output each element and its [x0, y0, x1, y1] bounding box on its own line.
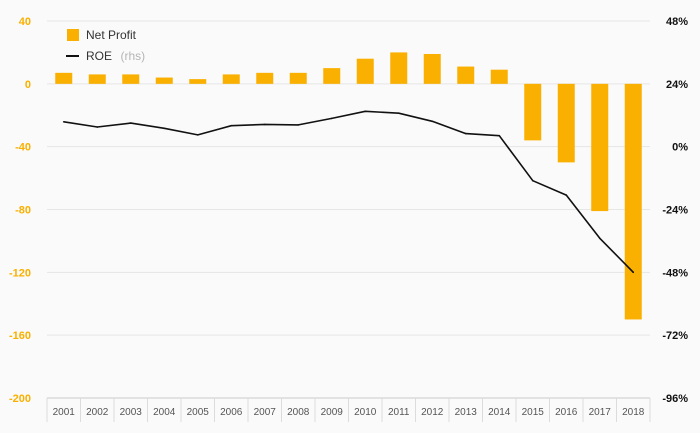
bar-2018	[624, 83, 642, 320]
y-left-tick-label: 0	[25, 79, 31, 91]
legend-label-roe: ROE (rhs)	[86, 47, 145, 64]
line-series	[62, 110, 635, 274]
bar-2005	[189, 79, 207, 84]
bar-2002	[88, 74, 106, 84]
roe-point-2017	[598, 237, 601, 240]
bar-2006	[222, 74, 240, 84]
x-tick-label: 2013	[455, 407, 478, 418]
x-tick-label: 2001	[53, 407, 76, 418]
bar-2008	[289, 72, 307, 84]
x-tick-label: 2006	[220, 407, 243, 418]
x-tick-label: 2017	[589, 407, 612, 418]
roe-point-2018	[632, 271, 635, 274]
x-tick-label: 2005	[187, 407, 210, 418]
bar-2017	[591, 83, 609, 212]
y-right-tick-label: -24%	[662, 205, 688, 217]
bar-2016	[557, 83, 575, 163]
bar-2010	[356, 58, 374, 84]
legend-label-roe-suffix: (rhs)	[120, 49, 145, 63]
roe-point-2001	[62, 120, 65, 123]
y-left-tick-label: -80	[15, 205, 31, 217]
y-left-tick-label: -160	[9, 330, 31, 342]
roe-point-2016	[565, 194, 568, 196]
roe-point-2003	[129, 122, 132, 124]
y-right-tick-label: 48%	[666, 16, 688, 28]
bar-2004	[155, 77, 173, 84]
roe-point-2011	[397, 112, 400, 114]
x-tick-label: 2004	[153, 407, 176, 418]
x-tick-label: 2014	[488, 407, 511, 418]
x-axis: 2001 2002 2003 2004 2005 2006 2007 2008 2009 2010…	[46, 397, 651, 422]
roe-point-2009	[330, 117, 333, 120]
y-left-tick-label: -40	[15, 142, 31, 154]
x-tick-label: 2008	[287, 407, 310, 418]
bar-2015	[524, 83, 542, 141]
roe-point-2008	[297, 124, 300, 126]
y-right-tick-label: -72%	[662, 330, 688, 342]
legend: Net Profit ROE (rhs)	[66, 28, 145, 64]
x-tick-label: 2018	[622, 407, 645, 418]
roe-line	[63, 110, 634, 273]
x-tick-label: 2016	[555, 407, 578, 418]
bar-2013	[457, 66, 475, 84]
y-axis-right: 48% 24% 0% -24% -48% -72% -96%	[662, 16, 688, 405]
x-tick-label: 2015	[522, 407, 545, 418]
legend-label-net-profit: Net Profit	[86, 28, 137, 42]
roe-point-2006	[230, 124, 233, 127]
roe-point-2002	[96, 126, 99, 128]
roe-point-2014	[498, 134, 501, 137]
legend-swatch-net-profit	[67, 29, 79, 41]
x-tick-label: 2003	[120, 407, 143, 418]
bar-2001	[55, 72, 73, 84]
roe-point-2010	[364, 110, 367, 113]
x-tick-label: 2009	[321, 407, 344, 418]
x-tick-label: 2010	[354, 407, 377, 418]
roe-point-2005	[196, 134, 199, 136]
x-tick-label: 2002	[86, 407, 109, 418]
bar-2009	[323, 68, 341, 84]
x-tick-label: 2011	[388, 407, 410, 418]
grid-lines	[47, 20, 650, 336]
roe-point-2007	[263, 123, 266, 126]
bar-2014	[490, 69, 508, 84]
x-tick-label: 2007	[254, 407, 277, 418]
y-right-tick-label: -48%	[662, 267, 688, 279]
y-left-tick-label: -200	[9, 393, 31, 405]
y-left-tick-label: -120	[9, 267, 31, 279]
roe-point-2004	[163, 127, 166, 130]
y-right-tick-label: -96%	[662, 393, 688, 405]
roe-point-2013	[464, 132, 467, 135]
bar-2003	[122, 74, 140, 84]
x-tick-label: 2012	[421, 407, 444, 418]
roe-point-2015	[531, 179, 534, 182]
roe-point-2012	[431, 120, 434, 123]
y-right-tick-label: 0%	[672, 142, 688, 154]
bar-2007	[256, 72, 274, 84]
y-axis-left: 40 0 -40 -80 -120 -160 -200	[9, 16, 31, 405]
y-right-tick-label: 24%	[666, 79, 688, 91]
y-left-tick-label: 40	[19, 16, 31, 28]
legend-label-roe-name: ROE	[86, 49, 112, 63]
bar-2011	[390, 52, 408, 84]
bar-series	[55, 52, 642, 320]
bar-2012	[423, 53, 441, 84]
